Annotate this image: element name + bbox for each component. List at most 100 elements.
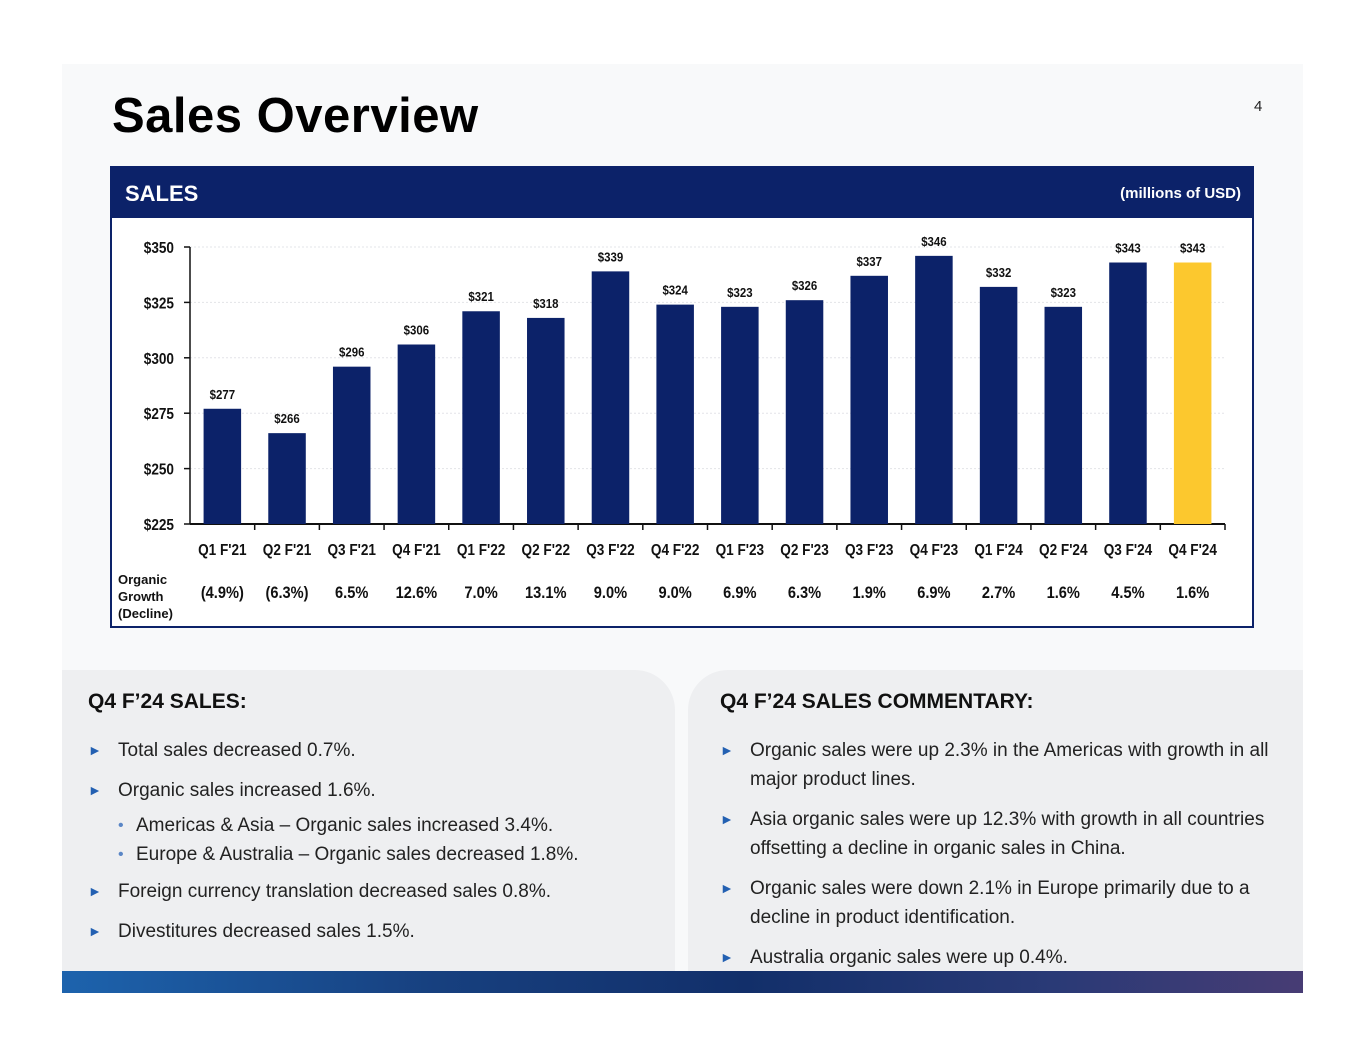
bar bbox=[268, 433, 306, 524]
bar bbox=[1109, 262, 1147, 524]
organic-growth-value: 6.9% bbox=[723, 584, 756, 602]
bullet-text: Organic sales increased 1.6%. bbox=[118, 780, 376, 801]
x-tick-label: Q3 F'22 bbox=[586, 542, 635, 559]
y-tick-label: $300 bbox=[144, 351, 174, 368]
growth-label-line: Growth bbox=[118, 589, 164, 604]
bullet-text: Asia organic sales were up 12.3% with gr… bbox=[750, 809, 1265, 859]
y-tick-label: $350 bbox=[144, 240, 174, 257]
organic-growth-value: 4.5% bbox=[1111, 584, 1144, 602]
y-tick-label: $275 bbox=[144, 406, 174, 423]
list-item: ► Total sales decreased 0.7%. bbox=[88, 736, 658, 765]
bar bbox=[527, 317, 565, 524]
bullet-text: Foreign currency translation decreased s… bbox=[118, 881, 552, 902]
bar-value-label: $323 bbox=[1051, 285, 1077, 300]
bar-value-label: $306 bbox=[404, 323, 430, 338]
x-tick-label: Q4 F'23 bbox=[910, 542, 959, 559]
bar-value-label: $343 bbox=[1115, 241, 1141, 256]
y-tick-label: $325 bbox=[144, 295, 174, 312]
chart-header: SALES (millions of USD) bbox=[112, 168, 1252, 218]
organic-growth-value: 2.7% bbox=[982, 584, 1015, 602]
organic-growth-value: 7.0% bbox=[464, 584, 497, 602]
bar-value-label: $296 bbox=[339, 345, 365, 360]
list-item: ► Organic sales increased 1.6%. bbox=[88, 776, 658, 805]
bar bbox=[915, 255, 953, 524]
bullet-text: Australia organic sales were up 0.4%. bbox=[750, 947, 1068, 968]
list-item: ► Divestitures decreased sales 1.5%. bbox=[88, 917, 658, 946]
bar bbox=[1044, 306, 1083, 524]
organic-growth-value: 9.0% bbox=[594, 584, 627, 602]
bar bbox=[979, 286, 1018, 524]
sub-list-item: • Americas & Asia – Organic sales increas… bbox=[88, 811, 658, 840]
arrow-bullet-icon: ► bbox=[88, 782, 102, 798]
bullet-text: Organic sales were up 2.3% in the Americ… bbox=[750, 740, 1269, 790]
organic-growth-value: (6.3%) bbox=[266, 584, 309, 602]
dot-bullet-icon: • bbox=[118, 846, 124, 863]
bar bbox=[721, 306, 759, 524]
organic-growth-value: 9.0% bbox=[659, 584, 692, 602]
bar bbox=[397, 344, 436, 524]
organic-growth-value: 6.3% bbox=[788, 584, 821, 602]
bar bbox=[462, 311, 500, 524]
x-tick-label: Q1 F'22 bbox=[457, 542, 506, 559]
chart-title: SALES bbox=[125, 181, 199, 206]
arrow-bullet-icon: ► bbox=[720, 742, 734, 758]
chart-units: (millions of USD) bbox=[1120, 185, 1241, 202]
bar-value-label: $324 bbox=[662, 283, 688, 298]
bar-value-label: $323 bbox=[727, 285, 753, 300]
sales-commentary-list: ► Organic sales were up 2.3% in the Ameri… bbox=[720, 736, 1290, 983]
bar-value-label: $321 bbox=[468, 290, 494, 305]
x-tick-label: Q3 F'24 bbox=[1104, 542, 1153, 559]
page-number: 4 bbox=[1254, 98, 1263, 115]
bar bbox=[591, 271, 630, 524]
bar-value-label: $332 bbox=[986, 265, 1012, 280]
x-tick-label: Q2 F'21 bbox=[263, 542, 312, 559]
growth-label-line: (Decline) bbox=[118, 606, 173, 621]
arrow-bullet-icon: ► bbox=[88, 923, 102, 939]
sub-list-item: • Europe & Australia – Organic sales decr… bbox=[88, 840, 658, 869]
growth-label-line: Organic bbox=[118, 572, 168, 587]
q4-sales-panel: Q4 F’24 SALES: ► Total sales decreased 0.… bbox=[62, 670, 675, 971]
x-tick-label: Q1 F'21 bbox=[198, 542, 247, 559]
list-item: ► Asia organic sales were up 12.3% with g… bbox=[720, 805, 1290, 863]
arrow-bullet-icon: ► bbox=[88, 742, 102, 758]
bar-value-label: $266 bbox=[274, 411, 300, 426]
sales-bar-chart: $225 $250 $275 $300 $325 $350 $277 Q1 F'21 (4.9%… bbox=[144, 234, 1226, 602]
x-tick-label: Q4 F'22 bbox=[651, 542, 700, 559]
list-item: ► Organic sales were up 2.3% in the Ameri… bbox=[720, 736, 1290, 794]
y-tick-label: $225 bbox=[144, 517, 174, 534]
bar-value-label: $277 bbox=[210, 387, 236, 402]
organic-growth-value: (4.9%) bbox=[201, 584, 244, 602]
organic-growth-value: 13.1% bbox=[525, 584, 566, 602]
organic-growth-value: 12.6% bbox=[396, 584, 437, 602]
dot-bullet-icon: • bbox=[118, 817, 124, 834]
x-tick-label: Q2 F'23 bbox=[780, 542, 829, 559]
arrow-bullet-icon: ► bbox=[720, 880, 734, 896]
x-tick-label: Q3 F'23 bbox=[845, 542, 894, 559]
q4-sales-title: Q4 F’24 SALES: bbox=[88, 690, 247, 713]
page-title: Sales Overview bbox=[112, 89, 479, 143]
x-tick-label: Q1 F'24 bbox=[974, 542, 1023, 559]
q4-sales-list: ► Total sales decreased 0.7%. ► Organic sa… bbox=[88, 736, 658, 957]
organic-growth-value: 1.6% bbox=[1176, 584, 1209, 602]
bar bbox=[203, 408, 242, 524]
x-tick-label: Q4 F'21 bbox=[392, 542, 441, 559]
x-tick-label: Q4 F'24 bbox=[1168, 542, 1217, 559]
list-item: ► Australia organic sales were up 0.4%. bbox=[720, 943, 1290, 972]
bar bbox=[332, 366, 371, 524]
arrow-bullet-icon: ► bbox=[720, 811, 734, 827]
x-tick-label: Q2 F'24 bbox=[1039, 542, 1088, 559]
x-tick-label: Q2 F'22 bbox=[522, 542, 571, 559]
organic-growth-label: Organic Growth (Decline) bbox=[118, 571, 173, 622]
organic-growth-value: 6.5% bbox=[335, 584, 368, 602]
bar bbox=[656, 304, 694, 524]
bar-value-label: $326 bbox=[792, 279, 818, 294]
list-item: ► Foreign currency translation decreased … bbox=[88, 877, 658, 906]
bullet-text: Organic sales were down 2.1% in Europe p… bbox=[750, 878, 1250, 928]
bullet-text: Divestitures decreased sales 1.5%. bbox=[118, 921, 415, 942]
x-tick-label: Q1 F'23 bbox=[716, 542, 765, 559]
list-item: ► Organic sales were down 2.1% in Europe … bbox=[720, 874, 1290, 932]
bar-value-label: $337 bbox=[857, 254, 883, 269]
x-tick-label: Q3 F'21 bbox=[327, 542, 376, 559]
organic-growth-value: 1.9% bbox=[853, 584, 886, 602]
bar bbox=[850, 275, 888, 524]
